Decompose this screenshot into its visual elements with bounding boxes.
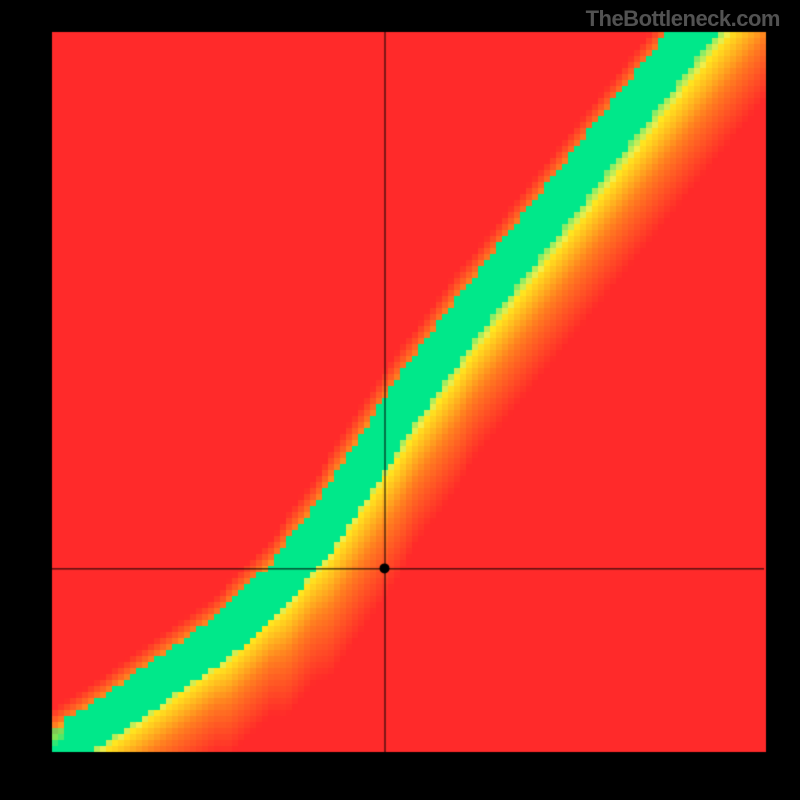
watermark-text: TheBottleneck.com bbox=[586, 6, 780, 32]
bottleneck-heatmap bbox=[0, 0, 800, 800]
chart-container: { "watermark": { "text": "TheBottleneck.… bbox=[0, 0, 800, 800]
